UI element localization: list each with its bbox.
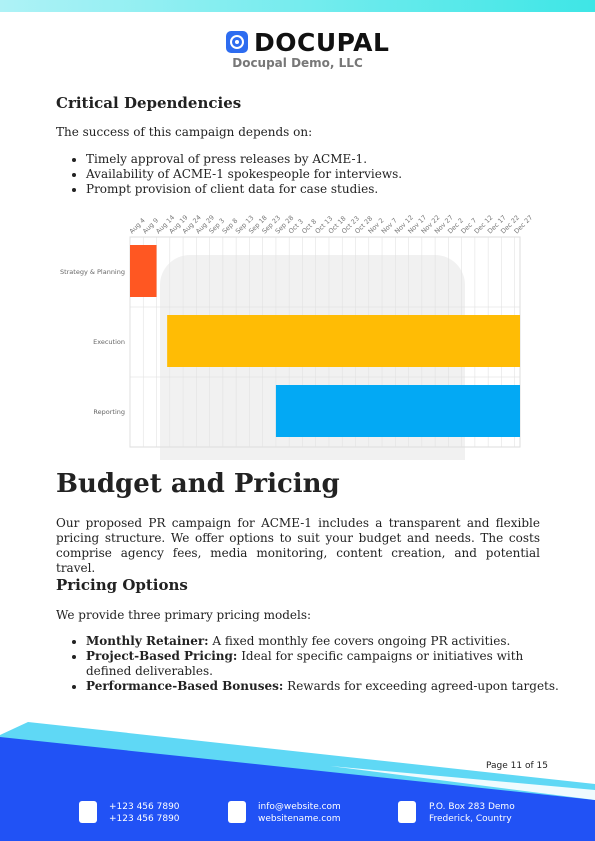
description: Ideal for specific campaigns or initiati… — [86, 649, 524, 678]
bar — [275, 385, 520, 437]
phone-icon — [79, 801, 97, 823]
list-item: Prompt provision of client data for case… — [86, 182, 402, 197]
description: A fixed monthly fee covers ongoing PR ac… — [212, 634, 511, 648]
bar — [130, 245, 157, 297]
category-label: Reporting — [93, 408, 125, 416]
bullet-list: Timely approval of press releases by ACM… — [56, 152, 402, 197]
address-line: P.O. Box 283 Demo — [429, 802, 515, 812]
paragraph: The success of this campaign depends on: — [56, 125, 313, 139]
address: P.O. Box 283 Demo Frederick, Country — [429, 801, 515, 825]
phone-line: +123 456 7890 — [109, 802, 180, 812]
list-item: Timely approval of press releases by ACM… — [86, 152, 402, 167]
list-item: Monthly Retainer: A fixed monthly fee co… — [86, 634, 570, 649]
phone: +123 456 7890 +123 456 7890 — [109, 801, 180, 825]
contact: info@website.com websitename.com — [258, 801, 341, 825]
list-item: Availability of ACME-1 spokespeople for … — [86, 167, 402, 182]
bullet-list: Monthly Retainer: A fixed monthly fee co… — [56, 634, 570, 694]
address-line: Frederick, Country — [429, 814, 512, 824]
term: Project-Based Pricing: — [86, 649, 238, 663]
list-item: Performance-Based Bonuses: Rewards for e… — [86, 679, 570, 694]
page-number: Page 11 of 15 — [486, 761, 548, 771]
mail-icon — [228, 801, 246, 823]
company: Docupal Demo, LLC — [232, 56, 363, 70]
heading: Critical Dependencies — [56, 94, 242, 112]
term: Monthly Retainer: — [86, 634, 209, 648]
location-icon — [398, 801, 416, 823]
website: websitename.com — [258, 814, 341, 824]
category-label: Execution — [93, 338, 125, 346]
category-label: Strategy & Planning — [60, 268, 125, 276]
brand: DOCUPAL — [254, 28, 390, 57]
term: Performance-Based Bonuses: — [86, 679, 284, 693]
paragraph: We provide three primary pricing models: — [56, 608, 312, 622]
list-item: Project-Based Pricing: Ideal for specifi… — [86, 649, 570, 679]
description: Rewards for exceeding agreed-upon target… — [287, 679, 559, 693]
section-title: Budget and Pricing — [56, 469, 340, 499]
paragraph: Our proposed PR campaign for ACME-1 incl… — [56, 516, 540, 575]
heading: Pricing Options — [56, 576, 188, 594]
bar — [167, 315, 520, 367]
phone-line: +123 456 7890 — [109, 814, 180, 824]
email: info@website.com — [258, 802, 341, 812]
